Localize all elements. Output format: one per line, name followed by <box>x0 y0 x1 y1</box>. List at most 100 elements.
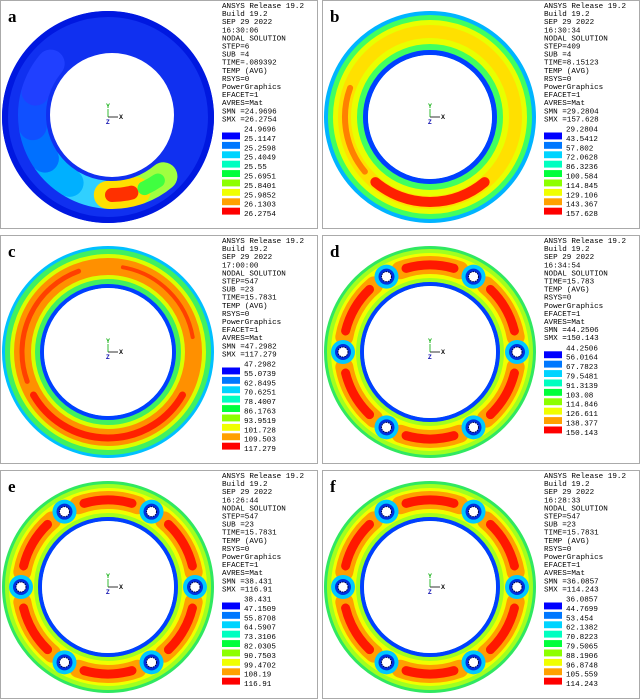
legend-swatch <box>222 395 240 403</box>
info-line: AVRES=Mat <box>544 100 585 108</box>
info-line: SUB =23 <box>222 522 254 530</box>
legend-swatch <box>222 188 240 196</box>
legend-value: 117.279 <box>244 446 276 454</box>
info-line: AVRES=Mat <box>222 100 263 108</box>
info-line: ANSYS Release 19.2 <box>544 473 626 481</box>
legend-swatch <box>544 179 562 187</box>
legend-value: 55.0739 <box>244 371 276 379</box>
info-line: PowerGraphics <box>222 319 281 327</box>
triad-label: Y <box>428 104 432 110</box>
legend-swatch <box>544 207 562 215</box>
legend-value: 78.4007 <box>244 399 276 407</box>
hot-zone <box>485 519 519 571</box>
legend-value: 43.5412 <box>566 136 598 144</box>
triad-label: Y <box>106 104 110 110</box>
legend-swatch <box>222 630 240 638</box>
bolt-hole <box>468 421 479 433</box>
legend-swatch <box>544 658 562 666</box>
legend-value: 47.2982 <box>244 362 276 370</box>
info-line: ANSYS Release 19.2 <box>544 238 626 246</box>
info-line: PowerGraphics <box>544 303 603 311</box>
info-line: TIME=15.783 <box>544 279 595 287</box>
info-line: ANSYS Release 19.2 <box>222 473 304 481</box>
legend-value: 86.3236 <box>566 164 598 172</box>
legend-swatch <box>222 198 240 206</box>
legend-value: 62.8495 <box>244 380 276 388</box>
legend-value: 79.5481 <box>566 374 598 382</box>
legend-swatch <box>222 414 240 422</box>
legend-value: 38.431 <box>244 597 272 605</box>
legend-value: 73.3106 <box>244 634 276 642</box>
hot-zone <box>163 519 197 571</box>
legend-value: 25.9852 <box>244 192 276 200</box>
legend-value: 82.0305 <box>244 644 276 652</box>
info-line: TIME=15.7831 <box>222 530 277 538</box>
info-line: STEP=6 <box>222 44 250 52</box>
info-line: EFACET=1 <box>544 92 581 100</box>
bolt-hole <box>511 581 523 593</box>
legend-swatch <box>544 160 562 168</box>
info-line: SEP 29 2022 <box>222 254 273 262</box>
info-line: SMX =114.243 <box>544 586 599 594</box>
info-line: NODAL SOLUTION <box>222 505 286 513</box>
bolt-hole <box>337 581 349 593</box>
info-line: RSYS=0 <box>544 76 572 84</box>
triad-label: X <box>119 585 123 591</box>
hot-zone <box>401 431 459 444</box>
info-line: RSYS=0 <box>222 546 250 554</box>
bolt-hole <box>468 656 479 668</box>
info-line: AVRES=Mat <box>544 570 585 578</box>
bolt-hole <box>381 421 392 433</box>
info-line: 16:30:34 <box>544 27 581 35</box>
info-line: EFACET=1 <box>222 92 259 100</box>
legend-value: 25.55 <box>244 164 267 172</box>
info-line: ANSYS Release 19.2 <box>222 238 304 246</box>
legend-value: 150.143 <box>566 430 598 438</box>
info-line: SMN =47.2982 <box>222 343 277 351</box>
panel-label: d <box>330 242 340 261</box>
hot-zone <box>341 519 375 571</box>
legend-value: 29.2804 <box>566 127 598 135</box>
info-line: SMX =116.91 <box>222 586 273 594</box>
legend-value: 116.91 <box>244 681 272 689</box>
legend-value: 47.1509 <box>244 606 276 614</box>
info-line: SUB =23 <box>544 522 576 530</box>
triad-label: X <box>441 350 445 356</box>
contour-band <box>38 517 178 657</box>
hot-zone <box>120 265 195 340</box>
legend-swatch <box>544 132 562 140</box>
legend-swatch <box>222 621 240 629</box>
bolt-hole <box>189 581 201 593</box>
hot-zone <box>401 495 459 508</box>
legend-value: 114.243 <box>566 681 598 689</box>
info-line: TIME=15.7831 <box>544 530 599 538</box>
info-line: 16:26:44 <box>222 497 259 505</box>
legend-swatch <box>544 170 562 177</box>
bolt-hole <box>381 506 392 518</box>
info-line: NODAL SOLUTION <box>544 270 608 278</box>
hot-zone <box>341 603 375 655</box>
hot-zone <box>105 185 139 202</box>
info-line: PowerGraphics <box>222 84 281 92</box>
info-line: RSYS=0 <box>222 311 250 319</box>
legend-value: 103.08 <box>566 392 594 400</box>
panel-label: e <box>8 477 16 496</box>
triad-label: X <box>441 585 445 591</box>
hot-zone <box>342 84 368 175</box>
info-line: NODAL SOLUTION <box>544 505 608 513</box>
legend-swatch <box>544 351 562 359</box>
info-line: PowerGraphics <box>544 554 603 562</box>
triad-label: Y <box>428 339 432 345</box>
triad-label: Y <box>106 339 110 345</box>
info-line: SEP 29 2022 <box>544 254 595 262</box>
legend-swatch <box>544 141 562 149</box>
info-line: Build 19.2 <box>544 481 590 489</box>
legend-swatch <box>222 611 240 619</box>
contour-band <box>360 517 500 657</box>
info-line: STEP=547 <box>544 514 580 522</box>
legend-value: 105.559 <box>566 672 598 680</box>
hot-zone <box>401 666 459 679</box>
legend-swatch <box>222 658 240 666</box>
